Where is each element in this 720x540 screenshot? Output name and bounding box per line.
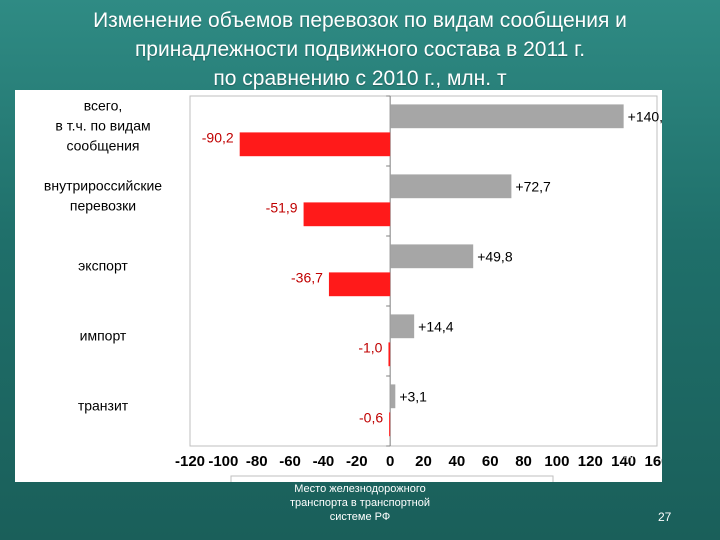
chart-panel: -120 -100 -80 -60 -40 -20 0 20 40 60 80 100 120 140 16…: [15, 90, 671, 499]
x-tick-label: -20: [346, 453, 368, 470]
category-label: внутрироссийские: [44, 177, 162, 193]
data-label-rzd-holding: -0,6: [359, 409, 383, 425]
x-tick-label: 120: [578, 453, 603, 470]
title-line-1: Изменение объемов перевозок по видам соо…: [93, 9, 627, 32]
bar-other-participants: [390, 244, 474, 269]
x-tick-label: -60: [279, 453, 301, 470]
category-label: транзит: [78, 397, 129, 413]
data-label-rzd-holding: -1,0: [358, 339, 382, 355]
bar-other-participants: [390, 384, 396, 409]
x-tick-label: -40: [313, 453, 335, 470]
bar-rzd-holding: [328, 272, 391, 297]
x-tick-label: 0: [386, 453, 394, 470]
data-label-other-participants: +72,7: [515, 178, 551, 194]
x-axis-unit-label: млн. т: [624, 449, 655, 461]
data-label-rzd-holding: -90,2: [202, 129, 234, 145]
bar-rzd-holding: [303, 202, 391, 227]
page-number: 27: [658, 510, 672, 524]
footer-caption: Место железнодорожного транспорта в тран…: [290, 483, 430, 523]
bar-rzd-holding: [389, 412, 391, 437]
category-label: сообщения: [66, 137, 139, 153]
x-tick-label: -80: [246, 453, 268, 470]
bar-other-participants: [390, 314, 415, 339]
data-label-other-participants: +3,1: [399, 388, 427, 404]
bar-other-participants: [390, 174, 512, 199]
plot-area-border: [189, 95, 658, 447]
data-label-rzd-holding: -36,7: [291, 269, 323, 285]
data-label-other-participants: +49,8: [477, 248, 513, 264]
x-tick-label: 20: [415, 453, 432, 470]
x-tick-label: 40: [449, 453, 466, 470]
title-line-3: по сравнению с 2010 г., млн. т: [213, 67, 507, 90]
x-tick-label: 100: [544, 453, 569, 470]
x-tick-label: -100: [208, 453, 238, 470]
bar-rzd-holding: [388, 342, 391, 367]
legend-label-rzd-holding: Холдинг "РЖД": [442, 480, 534, 482]
bar-rzd-holding: [239, 132, 391, 157]
category-label: импорт: [80, 327, 127, 343]
slide-title: Изменение объемов перевозок по видам соо…: [0, 6, 720, 93]
x-tick-label: 80: [515, 453, 532, 470]
category-label: всего,: [84, 97, 123, 113]
x-tick-label: 60: [482, 453, 499, 470]
category-label: в т.ч. по видам: [55, 117, 150, 133]
data-label-rzd-holding: -51,9: [266, 199, 298, 215]
data-label-other-participants: +14,4: [418, 318, 454, 334]
category-label: экспорт: [78, 257, 128, 273]
bar-chart: -120 -100 -80 -60 -40 -20 0 20 40 60 80 100 120 140 16…: [44, 95, 671, 499]
title-line-2: принадлежности подвижного состава в 2011…: [134, 38, 586, 61]
bar-other-participants: [390, 104, 624, 129]
x-tick-label: 140: [611, 453, 636, 470]
data-label-other-participants: +140,0: [628, 108, 662, 124]
category-label: перевозки: [70, 197, 136, 213]
x-tick-label: -120: [175, 453, 205, 470]
